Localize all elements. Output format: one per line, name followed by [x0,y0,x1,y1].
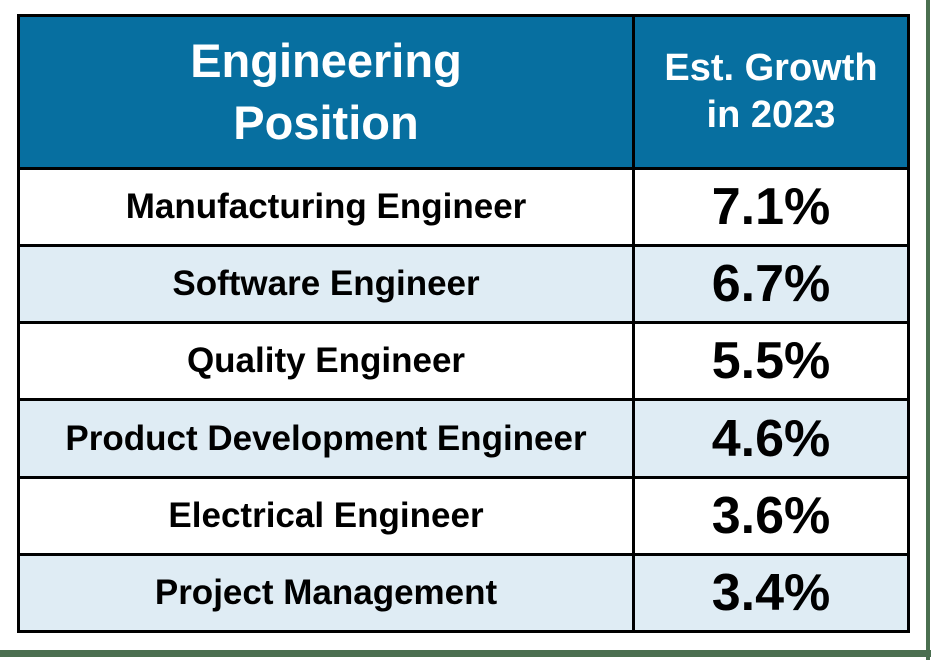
row-growth-product-development-engineer: 4.6% [635,401,907,476]
row-growth-quality-engineer: 5.5% [635,324,907,399]
engineering-growth-table: Engineering Position Est. Growth in 2023… [17,14,910,633]
slide-frame-bottom-edge [0,650,931,657]
row-position-project-management: Project Management [20,555,632,630]
row-position-product-development-engineer: Product Development Engineer [20,401,632,476]
slide-frame-right-edge [926,0,930,660]
row-growth-software-engineer: 6.7% [635,247,907,322]
row-position-quality-engineer: Quality Engineer [20,324,632,399]
header-est-growth-2023: Est. Growth in 2023 [635,17,907,167]
row-position-software-engineer: Software Engineer [20,247,632,322]
row-position-electrical-engineer: Electrical Engineer [20,478,632,553]
row-growth-manufacturing-engineer: 7.1% [635,170,907,245]
row-position-manufacturing-engineer: Manufacturing Engineer [20,170,632,245]
row-growth-project-management: 3.4% [635,555,907,630]
row-growth-electrical-engineer: 3.6% [635,478,907,553]
header-engineering-position: Engineering Position [20,17,632,167]
